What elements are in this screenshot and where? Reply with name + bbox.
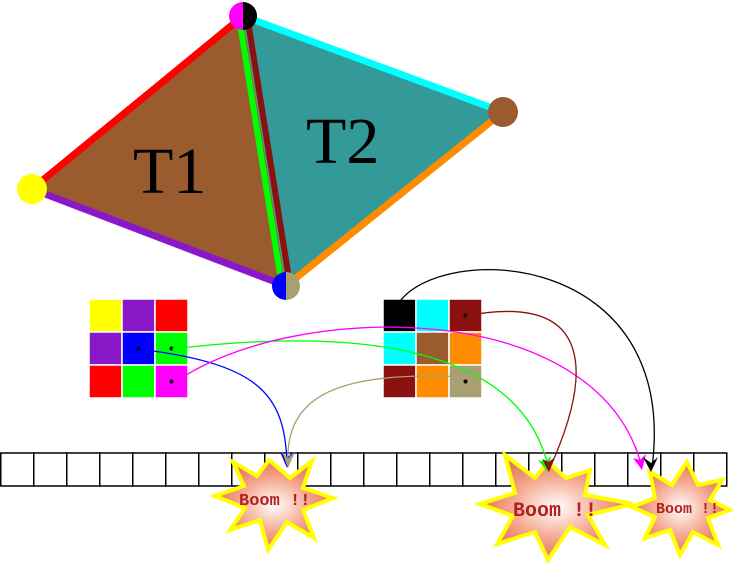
array-cell	[66, 452, 101, 487]
arrowhead-darkred	[542, 457, 555, 472]
vertex-left	[17, 174, 47, 204]
grid-left-cell-dot	[169, 379, 174, 384]
edge-top-right	[241, 12, 505, 116]
color-grid-left	[88, 298, 189, 399]
grid-left-cell	[88, 364, 123, 399]
edge-left-top	[29, 13, 246, 192]
boom-burst-1: Boom !!	[209, 455, 339, 555]
edge-shared-t1-side	[236, 16, 285, 288]
grid-right-cell	[415, 298, 450, 333]
grid-left-cell	[121, 364, 156, 399]
edge-left-bottom	[30, 185, 288, 290]
grid-right-cell	[415, 364, 450, 399]
arrowhead-khaki	[282, 452, 295, 468]
boom-label-3: Boom !!	[656, 501, 719, 518]
grid-left-cell	[154, 298, 189, 333]
arrow-green	[171, 340, 550, 471]
vertex-top-left-half	[229, 2, 243, 30]
array-cell	[99, 452, 134, 487]
array-cell	[33, 452, 68, 487]
cell-array	[0, 452, 728, 487]
array-cell	[462, 452, 497, 487]
boom-star-3	[626, 457, 733, 560]
array-cell	[198, 452, 233, 487]
triangle-t1-label: T1	[133, 135, 206, 208]
arrow-magenta	[173, 326, 643, 469]
triangle-mesh: T1 T2	[17, 2, 518, 300]
vertex-bottom	[272, 272, 300, 300]
grid-right-cell	[382, 364, 417, 399]
grid-right-cell	[448, 331, 483, 366]
vertex-right	[488, 97, 518, 127]
arrowhead-black	[643, 457, 658, 472]
grid-left-cell-dot	[136, 346, 141, 351]
grid-left-cell	[88, 298, 123, 333]
arrow-black	[397, 268, 655, 469]
vertex-bottom-right-half	[286, 272, 300, 300]
grid-right-cell-dot	[463, 379, 468, 384]
boom-star-2	[473, 449, 634, 565]
array-cell	[330, 452, 365, 487]
boom-burst-3: Boom !!	[626, 457, 733, 560]
array-cell	[0, 452, 35, 487]
vertex-top	[229, 2, 257, 30]
vertex-top-right-half	[243, 2, 257, 30]
vertex-bottom-left-half	[272, 272, 286, 300]
array-cell	[165, 452, 200, 487]
grid-right-cell	[382, 331, 417, 366]
arrowhead-magenta	[633, 454, 646, 470]
arrows	[145, 268, 658, 472]
arrow-blue	[145, 349, 288, 465]
grid-left-cell	[121, 298, 156, 333]
arrow-khaki	[287, 375, 465, 465]
array-cell	[132, 452, 167, 487]
boom-star-1	[209, 455, 339, 555]
edge-right-bottom	[283, 109, 506, 289]
array-cell	[363, 452, 398, 487]
boom-label-1: Boom !!	[239, 492, 310, 511]
triangle-t2-label: T2	[306, 105, 379, 178]
grid-right-cell	[415, 331, 450, 366]
array-cell	[429, 452, 464, 487]
array-cell	[594, 452, 629, 487]
boom-burst-2: Boom !!	[473, 449, 634, 565]
edge-shared-t2-side	[244, 14, 293, 286]
triangle-t1	[32, 16, 286, 286]
grid-left-cell	[88, 331, 123, 366]
color-grid-right	[382, 298, 483, 399]
array-cell	[396, 452, 431, 487]
triangle-t2	[243, 16, 503, 286]
arrow-darkred	[464, 310, 577, 471]
boom-label-2: Boom !!	[513, 500, 597, 523]
